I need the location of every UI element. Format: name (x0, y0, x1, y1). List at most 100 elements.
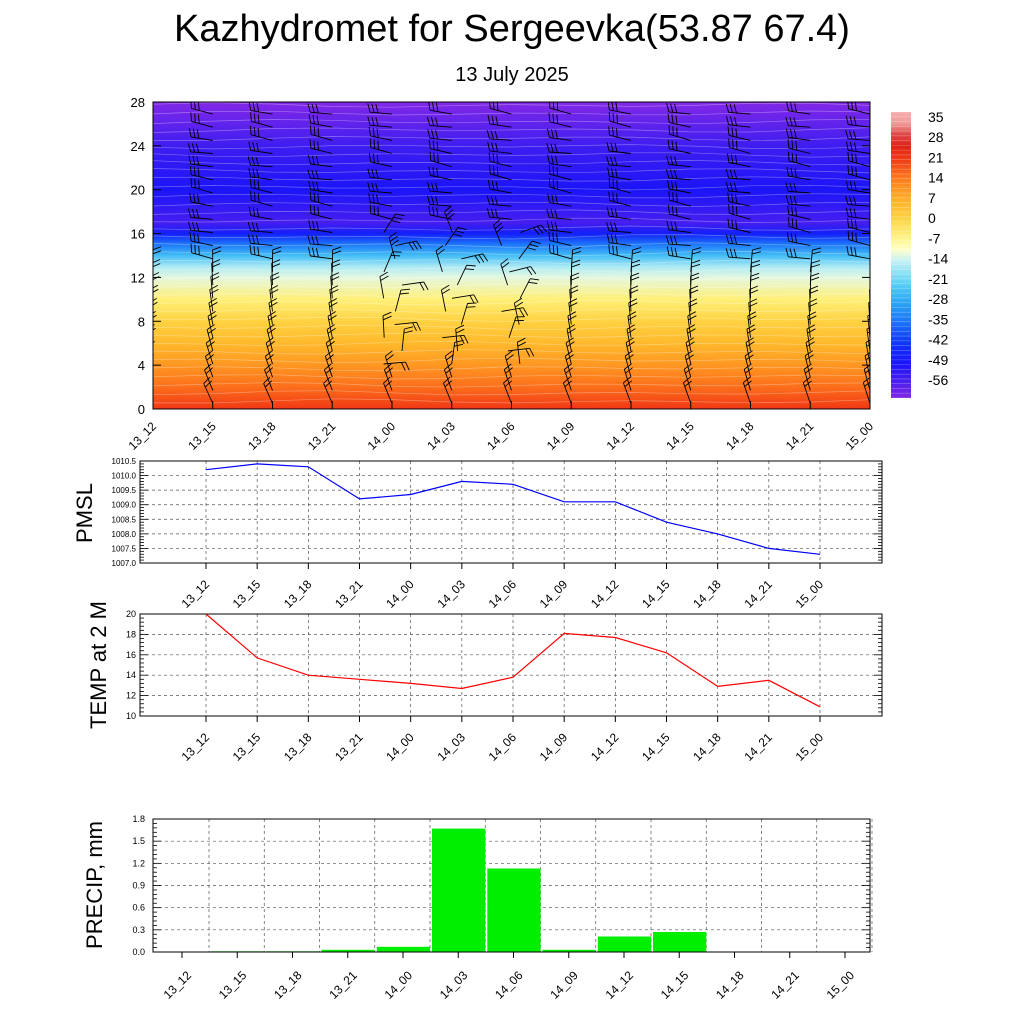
x-tick-label: 13_18 (271, 968, 305, 1002)
wind-barb (846, 245, 870, 260)
wind-barb (785, 116, 811, 128)
wind-barb (787, 151, 811, 168)
wind-barb (667, 180, 691, 194)
wind-barb (394, 288, 410, 312)
chart-subtitle: 13 July 2025 (455, 64, 569, 86)
wind-barb (367, 168, 393, 181)
wind-barb (786, 102, 811, 115)
isotherm-line (153, 234, 870, 240)
wind-barb (430, 86, 452, 101)
wind-barb (190, 112, 213, 128)
wind-barb (308, 114, 333, 128)
wind-barb (443, 376, 453, 404)
wind-barb (153, 402, 154, 404)
wind-barb (401, 281, 429, 291)
wind-barb (427, 195, 452, 207)
heat-x-tick-label: 14_06 (484, 419, 518, 453)
wind-barb (308, 90, 332, 101)
wind-barb (608, 244, 632, 260)
wind-barb (249, 244, 273, 260)
wind-barb (566, 324, 576, 351)
temperature-wind-cross-section: 0 4 8 12 16 20 24 28 13_12 13_15 13_18 13_21 14_00 14… (126, 86, 877, 453)
wind-barb (189, 89, 213, 101)
wind-barb (426, 116, 452, 128)
heat-y-tick-label: 12 (131, 270, 145, 285)
wind-barb (153, 311, 157, 338)
wind-barb (607, 102, 632, 115)
wind-barb (626, 324, 636, 351)
wind-barb (455, 324, 465, 351)
precip-panel: 0.0 0.3 0.6 0.9 1.2 1.5 1.8 13_12 13_15 13_18 13_2… (82, 814, 873, 1002)
wind-barb (726, 115, 751, 128)
wind-barb (308, 220, 333, 233)
wind-barb (788, 217, 811, 233)
wind-barb (869, 267, 870, 272)
wind-barb (562, 376, 572, 404)
wind-barb (845, 141, 870, 154)
wind-barb (606, 233, 632, 247)
wind-barb (460, 302, 477, 325)
x-tick-label: 13_12 (179, 577, 213, 611)
colorbar-label: -42 (928, 332, 948, 348)
isotherm-line (153, 127, 870, 133)
wind-barb (153, 126, 154, 128)
heat-x-tick-label: 14_09 (544, 419, 578, 453)
wind-barb (427, 129, 452, 141)
wind-barb (786, 232, 811, 247)
colorbar-label: -56 (928, 372, 948, 388)
wind-barb (248, 102, 273, 115)
wind-barb (204, 350, 214, 378)
x-tick-label: 14_12 (588, 577, 622, 611)
wind-barb (456, 264, 476, 286)
wind-barb (153, 354, 154, 378)
wind-barb (307, 247, 333, 260)
wind-barb (570, 246, 582, 272)
x-tick-label: 14_12 (603, 968, 637, 1002)
y-tick-label: 10 (126, 711, 136, 721)
precip-bar (432, 828, 486, 952)
heat-x-tick-label: 14_18 (723, 419, 757, 453)
wind-barb (667, 205, 691, 220)
y-tick-label: 1009.5 (112, 486, 137, 495)
x-tick-label: 14_03 (434, 577, 468, 611)
isotherm-line (153, 193, 870, 199)
wind-barb (268, 298, 278, 325)
y-tick-label: 1007.5 (112, 544, 137, 553)
wind-barb (809, 285, 819, 312)
wind-barb (727, 218, 751, 233)
wind-barb (667, 139, 691, 154)
x-tick-label: 14_21 (741, 730, 775, 764)
wind-barb (209, 285, 219, 312)
wind-barb (866, 326, 870, 351)
wind-barb (845, 129, 870, 141)
colorbar-label: -21 (928, 271, 948, 287)
wind-barb (190, 177, 213, 194)
wind-barb (513, 297, 524, 325)
x-tick-label: 14_03 (434, 730, 468, 764)
y-axis-label: PMSL (72, 483, 97, 543)
wind-barb (489, 86, 511, 101)
wind-barb (367, 182, 393, 194)
wind-barb (369, 138, 393, 154)
wind-barb (486, 208, 512, 220)
y-tick-label: 1008.5 (112, 515, 137, 524)
wind-barb (189, 165, 213, 181)
y-axis-label: TEMP at 2 M (86, 601, 111, 729)
wind-barb (546, 143, 572, 154)
wind-barbs (153, 86, 870, 404)
wind-barb (250, 191, 273, 207)
x-tick-label: 14_15 (639, 577, 673, 611)
wind-barb (153, 284, 159, 312)
wind-barb (507, 347, 535, 357)
wind-barb (493, 218, 504, 246)
wind-barb (727, 126, 751, 141)
wind-barb (307, 155, 333, 168)
wind-barb (488, 152, 512, 168)
wind-barb (606, 207, 632, 220)
wind-barb (549, 102, 572, 115)
isotherm-line (153, 340, 870, 347)
wind-barb (307, 103, 333, 115)
x-tick-label: 13_15 (230, 577, 264, 611)
wind-barb (203, 376, 214, 404)
wind-barb (667, 113, 691, 128)
